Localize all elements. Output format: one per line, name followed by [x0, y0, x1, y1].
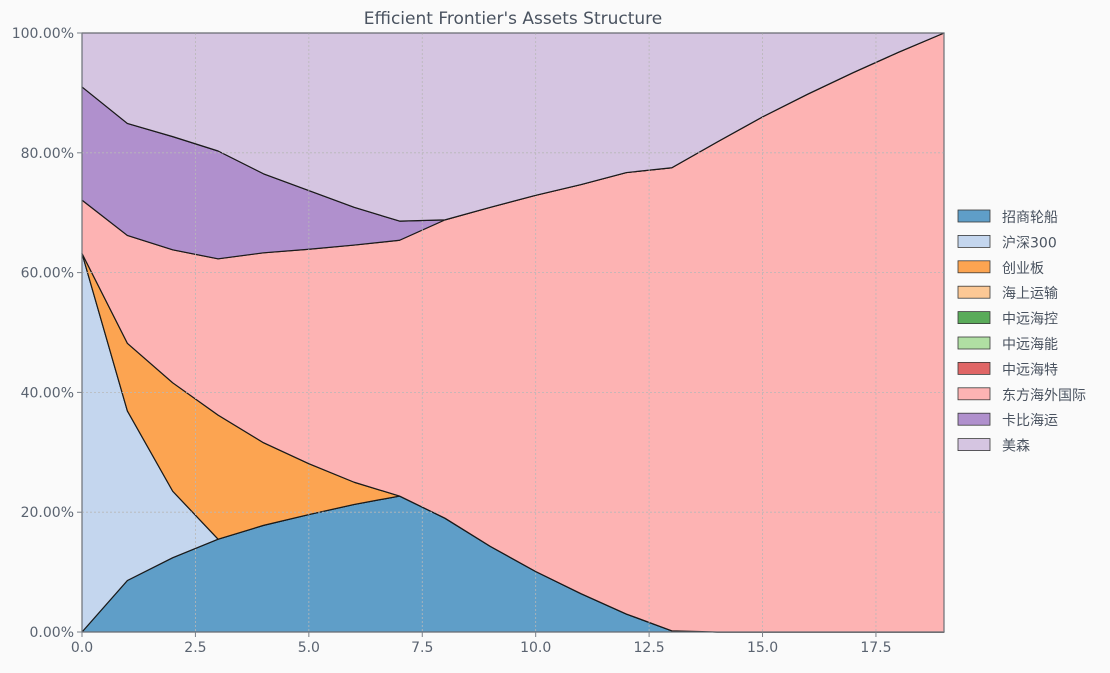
x-tick-label-4: 7.5 — [411, 640, 433, 656]
y-tick-label-3: 40.00% — [21, 385, 74, 401]
chart-title: Efficient Frontier's Assets Structure — [364, 9, 662, 29]
legend-swatch-2 — [957, 234, 991, 248]
legend-label-3: 创业板 — [1002, 261, 1044, 277]
y-tick-label-2: 20.00% — [21, 505, 74, 521]
axes-layer: 0.0 2.5 5.0 7.5 10.0 12.5 15.0 17.5 0.00% 20.00% 4… — [12, 26, 945, 656]
legend-item-1: 招商轮船 — [957, 209, 1058, 226]
legend-label-4: 海上运输 — [1002, 286, 1058, 302]
legend-item-10: 美森 — [957, 438, 1030, 455]
x-tick-label-7: 15.0 — [747, 640, 778, 656]
x-tick-label-1: 0.0 — [71, 640, 93, 656]
y-tick-label-6: 100.00% — [12, 26, 74, 42]
x-tick-label-2: 2.5 — [184, 640, 206, 656]
legend-label-6: 中远海能 — [1002, 337, 1058, 353]
x-tick-label-6: 12.5 — [634, 640, 665, 656]
legend-swatch-6 — [957, 336, 991, 350]
legend-swatch-10 — [957, 438, 991, 452]
x-tick-label-5: 10.0 — [520, 640, 551, 656]
legend-swatch-8 — [957, 387, 991, 401]
legend-swatch-5 — [957, 311, 991, 325]
legend-item-9: 卡比海运 — [957, 412, 1058, 429]
y-tick-label-4: 60.00% — [21, 266, 74, 282]
legend-item-4: 海上运输 — [957, 285, 1058, 302]
x-tick-label-3: 5.0 — [298, 640, 320, 656]
legend-swatch-4 — [957, 285, 991, 299]
x-tick-label-8: 17.5 — [860, 640, 891, 656]
legend-item-7: 中远海特 — [957, 361, 1058, 378]
legend-label-1: 招商轮船 — [1002, 210, 1058, 226]
legend-label-10: 美森 — [1002, 439, 1030, 455]
y-tick-label-5: 80.00% — [21, 146, 74, 162]
legend-swatch-3 — [957, 260, 991, 274]
legend-item-6: 中远海能 — [957, 336, 1058, 353]
legend-label-2: 沪深300 — [1002, 235, 1057, 251]
legend-item-3: 创业板 — [957, 260, 1044, 277]
legend-label-7: 中远海特 — [1002, 362, 1058, 378]
legend-swatch-1 — [957, 209, 991, 223]
legend-swatch-7 — [957, 361, 991, 375]
legend-item-8: 东方海外国际 — [957, 387, 1086, 404]
plot-frame — [81, 32, 945, 633]
legend-label-5: 中远海控 — [1002, 312, 1058, 328]
y-tick-label-1: 0.00% — [30, 625, 74, 641]
legend-item-5: 中远海控 — [957, 311, 1058, 328]
legend-item-2: 沪深300 — [957, 234, 1057, 251]
legend-label-8: 东方海外国际 — [1002, 388, 1086, 404]
legend-label-9: 卡比海运 — [1002, 413, 1058, 429]
legend-swatch-9 — [957, 412, 991, 426]
areas-layer — [81, 32, 945, 633]
